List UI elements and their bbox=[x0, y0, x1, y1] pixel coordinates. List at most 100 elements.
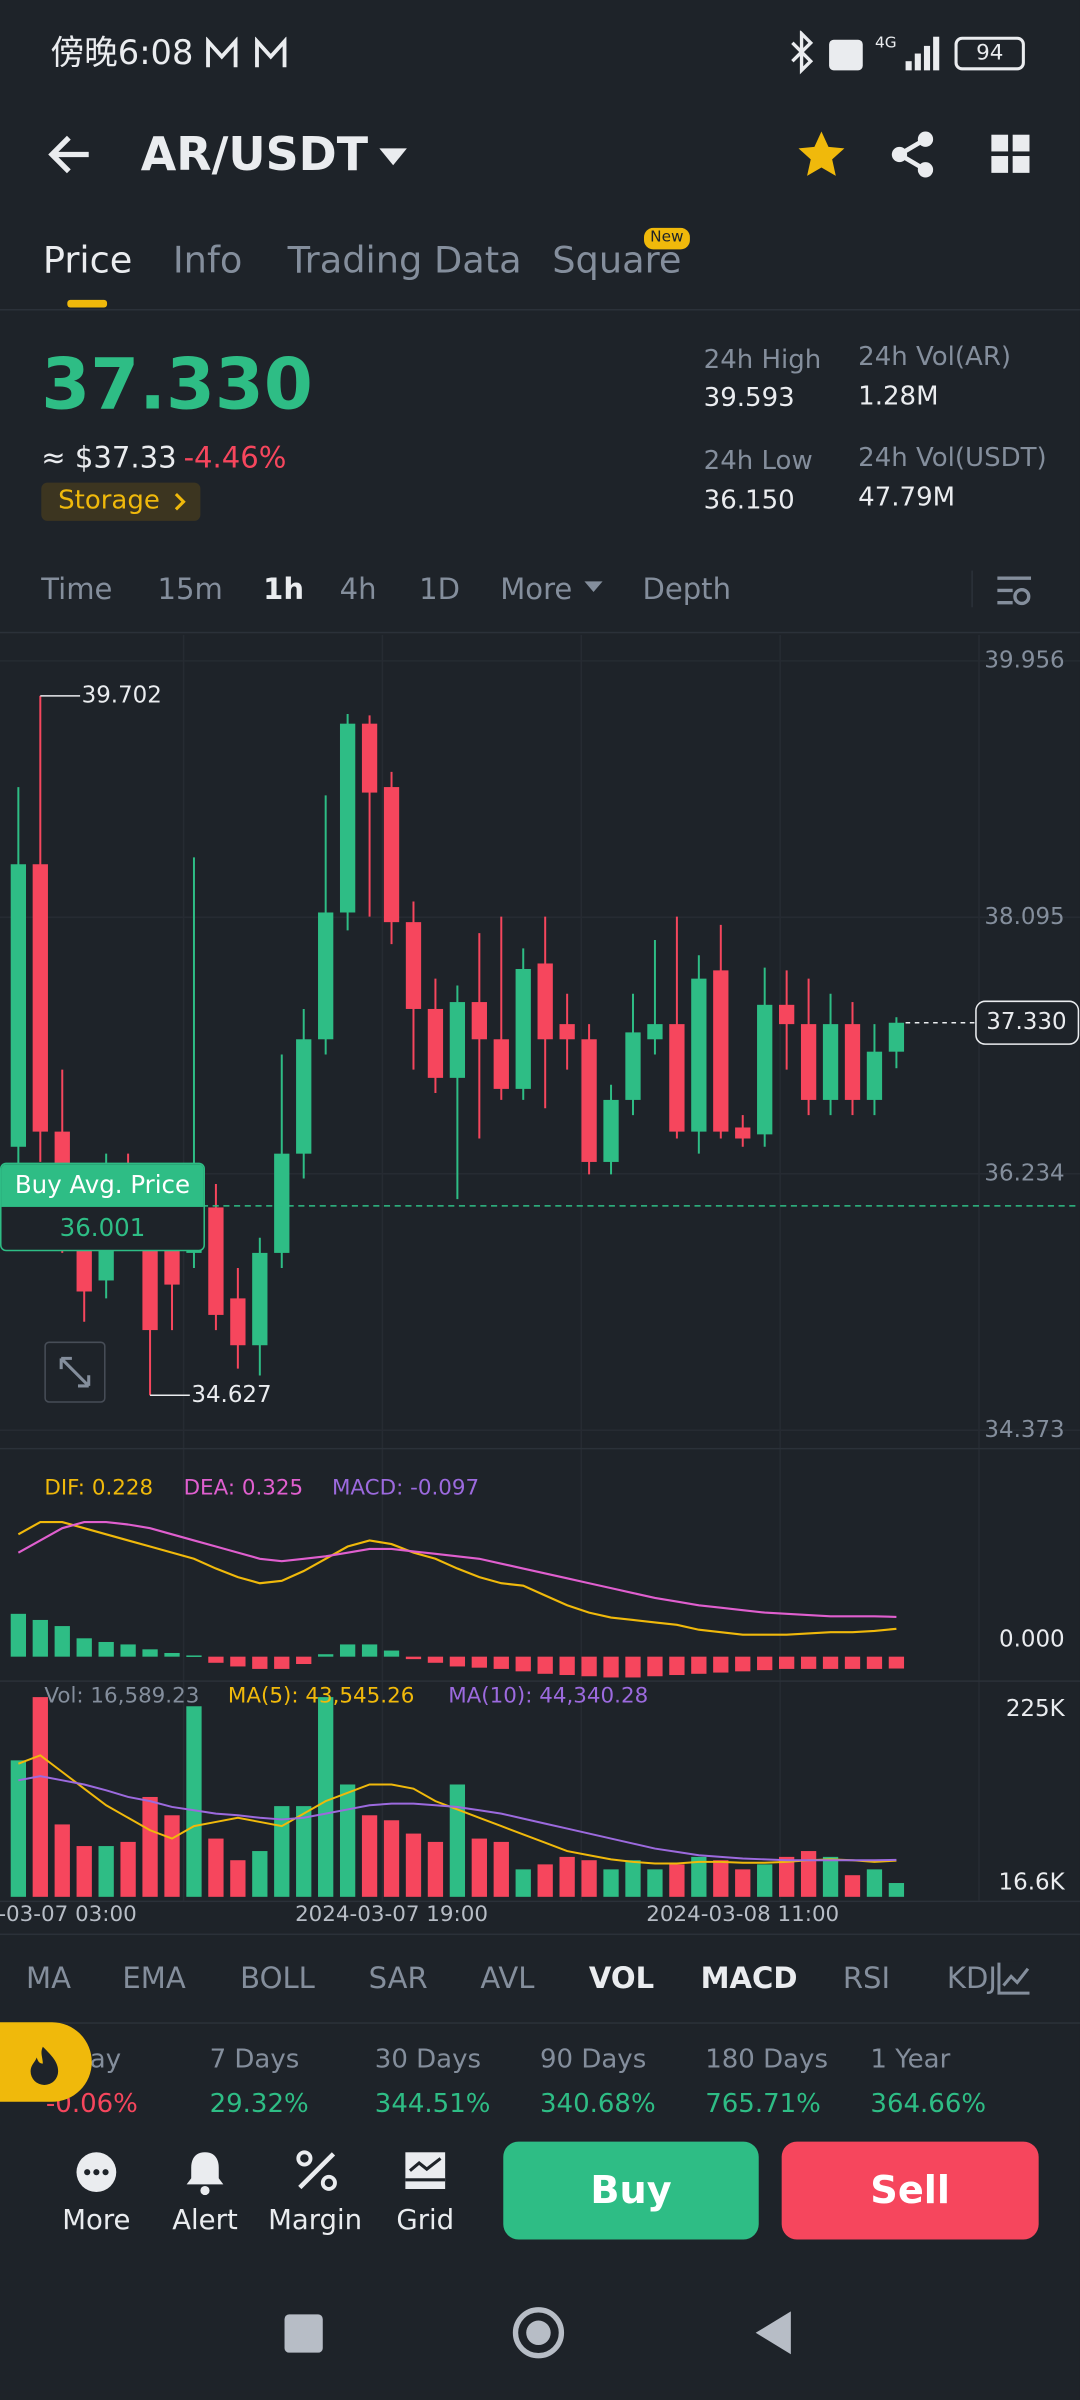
chart-settings[interactable] bbox=[996, 574, 1033, 608]
pair-title[interactable]: AR/USDT bbox=[140, 128, 369, 183]
volume-bar bbox=[296, 1806, 312, 1897]
tab-info[interactable]: Info bbox=[172, 238, 243, 282]
indicator-tab[interactable]: SAR bbox=[368, 1961, 428, 1996]
pair-dropdown[interactable] bbox=[378, 145, 409, 166]
interval-depth[interactable]: Depth bbox=[642, 572, 732, 607]
volume-bar bbox=[32, 1697, 48, 1897]
volume-bar bbox=[76, 1846, 92, 1897]
candle-body bbox=[735, 1127, 751, 1139]
battery: 94 bbox=[954, 36, 1025, 71]
candle-body bbox=[32, 864, 48, 1132]
perf-label: 30 Days bbox=[374, 2044, 482, 2076]
buy-avg-box: Buy Avg. Price 36.001 bbox=[0, 1163, 205, 1252]
macd-bar bbox=[296, 1656, 312, 1665]
indicator-tab[interactable]: MA bbox=[26, 1961, 71, 1996]
candle-body bbox=[208, 1207, 224, 1315]
volume-bar bbox=[537, 1864, 553, 1897]
signal-icons bbox=[791, 30, 940, 75]
perf-label: 180 Days bbox=[705, 2044, 828, 2076]
x-tick-label: 2024-03-07 03:00 bbox=[0, 1902, 137, 1927]
macd-bar bbox=[98, 1641, 114, 1657]
candle-body bbox=[713, 970, 729, 1132]
tab-underline bbox=[67, 299, 108, 308]
candle-body bbox=[559, 1024, 575, 1040]
indicator-tab[interactable]: VOL bbox=[588, 1961, 655, 1996]
macd-bar bbox=[800, 1656, 817, 1669]
macd-bar bbox=[361, 1644, 378, 1657]
macd-bar bbox=[252, 1656, 268, 1669]
tag[interactable]: Storage bbox=[41, 482, 200, 521]
interval[interactable]: 4h bbox=[339, 572, 377, 607]
tool-label[interactable]: Grid bbox=[396, 2204, 455, 2237]
volume-bar bbox=[120, 1841, 136, 1897]
macd-bar bbox=[54, 1626, 70, 1657]
perf-value: 364.66% bbox=[870, 2088, 987, 2120]
macd-bar bbox=[493, 1656, 509, 1669]
x-tick-label: 2024-03-08 11:00 bbox=[646, 1902, 839, 1927]
stat-value: 39.593 bbox=[703, 383, 795, 414]
interval-active[interactable]: 1h bbox=[263, 572, 305, 607]
share-button[interactable] bbox=[890, 131, 936, 178]
volume-bar bbox=[735, 1869, 751, 1897]
layout-button[interactable] bbox=[991, 134, 1031, 175]
divider bbox=[0, 1933, 1080, 1936]
macd-line bbox=[17, 1520, 897, 1618]
interval-more[interactable]: More bbox=[500, 572, 573, 607]
tab-trading-data[interactable]: Trading Data bbox=[287, 238, 522, 282]
buy-button[interactable]: Buy bbox=[503, 2141, 759, 2240]
buy-avg-label: Buy Avg. Price bbox=[1, 1164, 204, 1208]
candle-body bbox=[339, 723, 356, 913]
interval[interactable]: Time bbox=[41, 572, 113, 607]
volume-legend: Vol: 16,589.23 bbox=[44, 1683, 199, 1708]
tag-chevron bbox=[174, 493, 186, 511]
candle-body bbox=[515, 968, 531, 1089]
favorite-star[interactable] bbox=[797, 130, 846, 179]
volume-bar bbox=[581, 1860, 597, 1897]
y-tick-label: 38.095 bbox=[984, 904, 1064, 930]
volume-bar bbox=[274, 1806, 290, 1897]
tool-label[interactable]: Alert bbox=[172, 2204, 238, 2237]
grid-icon[interactable] bbox=[404, 2149, 447, 2192]
perf-value: 29.32% bbox=[209, 2088, 309, 2120]
volume-bar bbox=[822, 1856, 839, 1897]
alert-icon[interactable] bbox=[185, 2149, 225, 2196]
volume-bar bbox=[98, 1846, 114, 1897]
tool-label[interactable]: Margin bbox=[268, 2204, 363, 2237]
volume-bar bbox=[252, 1851, 268, 1897]
indicator-tab[interactable]: MACD bbox=[700, 1961, 798, 1996]
indicator-tab[interactable]: EMA bbox=[122, 1961, 186, 1996]
candle-body bbox=[669, 1024, 685, 1132]
sell-button[interactable]: Sell bbox=[781, 2141, 1039, 2240]
expand-button[interactable] bbox=[44, 1341, 106, 1403]
volume-bar bbox=[339, 1784, 356, 1897]
indicator-tab[interactable]: AVL bbox=[480, 1961, 535, 1996]
volume-bar bbox=[844, 1875, 861, 1897]
more-icon[interactable] bbox=[73, 2149, 119, 2195]
margin-icon[interactable] bbox=[295, 2149, 338, 2192]
macd-line bbox=[17, 1520, 897, 1636]
indicator-tab[interactable]: KDJ bbox=[946, 1961, 997, 1996]
macd-bar bbox=[844, 1656, 861, 1669]
macd-bar bbox=[339, 1644, 356, 1657]
macd-bar bbox=[822, 1656, 839, 1669]
interval[interactable]: 15m bbox=[157, 572, 223, 607]
stat-label: 24h Low bbox=[703, 445, 813, 477]
fire-button[interactable] bbox=[0, 2022, 92, 2102]
candle-body bbox=[405, 922, 422, 1009]
candle-body bbox=[361, 723, 378, 793]
last-price: 37.330 bbox=[41, 342, 313, 426]
volume-bar bbox=[625, 1860, 641, 1897]
indicator-tab[interactable]: RSI bbox=[842, 1961, 891, 1996]
indicator-tab[interactable]: BOLL bbox=[240, 1961, 315, 1996]
divider bbox=[0, 631, 1080, 634]
tool-label[interactable]: More bbox=[62, 2204, 131, 2237]
status-icons bbox=[206, 36, 287, 68]
interval[interactable]: 1D bbox=[419, 572, 461, 607]
volume-bar bbox=[713, 1860, 729, 1897]
indicator-settings[interactable] bbox=[997, 1961, 1032, 1995]
back-button[interactable] bbox=[46, 132, 95, 178]
macd-bar bbox=[713, 1656, 729, 1673]
tab-price[interactable]: Price bbox=[42, 238, 133, 282]
volume-bar bbox=[186, 1706, 202, 1897]
